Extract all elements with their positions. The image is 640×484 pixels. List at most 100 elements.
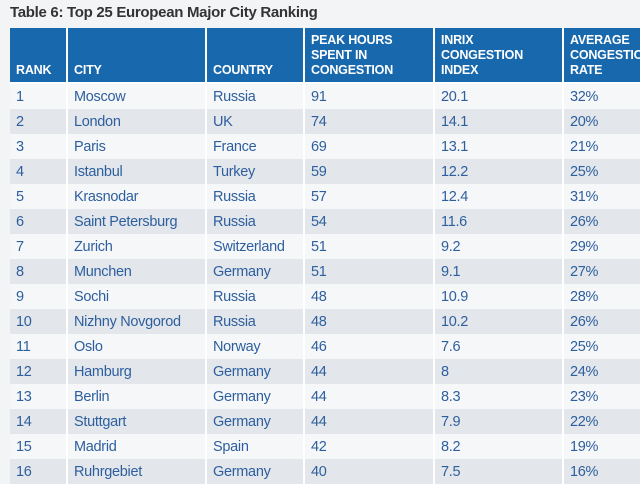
cell-congestion-rate: 31% [563,184,640,209]
cell-country: France [206,134,305,159]
cell-city: Sochi [67,284,207,309]
cell-rank: 1 [10,83,68,109]
cell-congestion-rate: 32% [563,83,640,109]
cell-rank: 2 [10,109,68,134]
cell-congestion-rate: 16% [563,459,640,484]
cell-peak-hours: 51 [304,234,435,259]
cell-rank: 14 [10,409,68,434]
table-row: 5 Krasnodar Russia 57 12.4 31% [10,184,640,209]
cell-rank: 16 [10,459,68,484]
cell-congestion-rate: 19% [563,434,640,459]
table-row: 9 Sochi Russia 48 10.9 28% [10,284,640,309]
cell-city: Saint Petersburg [67,209,207,234]
cell-city: Berlin [67,384,207,409]
cell-city: Moscow [67,83,207,109]
cell-city: Zurich [67,234,207,259]
cell-peak-hours: 44 [304,384,435,409]
city-ranking-table: RANK CITY COUNTRY PEAK HOURS SPENT IN CONGEST… [10,28,640,484]
cell-city: Ruhrgebiet [67,459,207,484]
cell-peak-hours: 46 [304,334,435,359]
cell-congestion-rate: 29% [563,234,640,259]
cell-congestion-rate: 26% [563,209,640,234]
table-row: 11 Oslo Norway 46 7.6 25% [10,334,640,359]
table-row: 7 Zurich Switzerland 51 9.2 29% [10,234,640,259]
cell-peak-hours: 44 [304,409,435,434]
cell-congestion-index: 12.2 [434,159,564,184]
cell-city: Nizhny Novgorod [67,309,207,334]
cell-congestion-rate: 26% [563,309,640,334]
table-row: 15 Madrid Spain 42 8.2 19% [10,434,640,459]
cell-congestion-rate: 28% [563,284,640,309]
cell-rank: 3 [10,134,68,159]
cell-country: UK [206,109,305,134]
cell-city: Madrid [67,434,207,459]
cell-congestion-index: 9.2 [434,234,564,259]
cell-congestion-index: 7.6 [434,334,564,359]
cell-congestion-index: 8.3 [434,384,564,409]
table-row: 8 Munchen Germany 51 9.1 27% [10,259,640,284]
cell-congestion-index: 10.9 [434,284,564,309]
table-row: 12 Hamburg Germany 44 8 24% [10,359,640,384]
cell-city: Hamburg [67,359,207,384]
cell-congestion-index: 7.9 [434,409,564,434]
cell-country: Russia [206,184,305,209]
cell-country: Germany [206,359,305,384]
header-row: RANK CITY COUNTRY PEAK HOURS SPENT IN CONGEST… [10,28,640,84]
cell-peak-hours: 48 [304,309,435,334]
column-header-city: CITY [67,28,207,84]
table-row: 16 Ruhrgebiet Germany 40 7.5 16% [10,459,640,484]
cell-congestion-index: 20.1 [434,83,564,109]
cell-country: Norway [206,334,305,359]
table-row: 3 Paris France 69 13.1 21% [10,134,640,159]
column-header-rank: RANK [10,28,68,84]
cell-rank: 6 [10,209,68,234]
cell-peak-hours: 40 [304,459,435,484]
cell-city: Munchen [67,259,207,284]
cell-rank: 8 [10,259,68,284]
cell-city: Istanbul [67,159,207,184]
cell-city: London [67,109,207,134]
cell-city: Stuttgart [67,409,207,434]
table-row: 10 Nizhny Novgorod Russia 48 10.2 26% [10,309,640,334]
cell-peak-hours: 54 [304,209,435,234]
table-title: Table 6: Top 25 European Major City Rank… [10,4,318,21]
cell-congestion-rate: 25% [563,159,640,184]
cell-country: Spain [206,434,305,459]
cell-congestion-rate: 21% [563,134,640,159]
cell-congestion-index: 8 [434,359,564,384]
cell-city: Paris [67,134,207,159]
cell-peak-hours: 69 [304,134,435,159]
cell-congestion-rate: 25% [563,334,640,359]
table-row: 6 Saint Petersburg Russia 54 11.6 26% [10,209,640,234]
table-row: 1 Moscow Russia 91 20.1 32% [10,83,640,109]
cell-congestion-index: 7.5 [434,459,564,484]
cell-country: Russia [206,284,305,309]
cell-congestion-index: 11.6 [434,209,564,234]
cell-country: Russia [206,83,305,109]
cell-rank: 5 [10,184,68,209]
cell-country: Germany [206,384,305,409]
column-header-congestion-rate: AVERAGECONGESTIONRATE [563,28,640,84]
cell-peak-hours: 44 [304,359,435,384]
cell-congestion-rate: 27% [563,259,640,284]
cell-rank: 4 [10,159,68,184]
cell-peak-hours: 42 [304,434,435,459]
cell-rank: 12 [10,359,68,384]
cell-peak-hours: 74 [304,109,435,134]
cell-congestion-rate: 23% [563,384,640,409]
cell-country: Germany [206,409,305,434]
cell-country: Turkey [206,159,305,184]
cell-country: Germany [206,259,305,284]
table-row: 4 Istanbul Turkey 59 12.2 25% [10,159,640,184]
cell-rank: 15 [10,434,68,459]
cell-rank: 7 [10,234,68,259]
cell-rank: 10 [10,309,68,334]
table-row: 13 Berlin Germany 44 8.3 23% [10,384,640,409]
cell-congestion-index: 13.1 [434,134,564,159]
cell-congestion-rate: 22% [563,409,640,434]
cell-congestion-index: 14.1 [434,109,564,134]
cell-city: Krasnodar [67,184,207,209]
table-row: 14 Stuttgart Germany 44 7.9 22% [10,409,640,434]
cell-peak-hours: 57 [304,184,435,209]
table-row: 2 London UK 74 14.1 20% [10,109,640,134]
